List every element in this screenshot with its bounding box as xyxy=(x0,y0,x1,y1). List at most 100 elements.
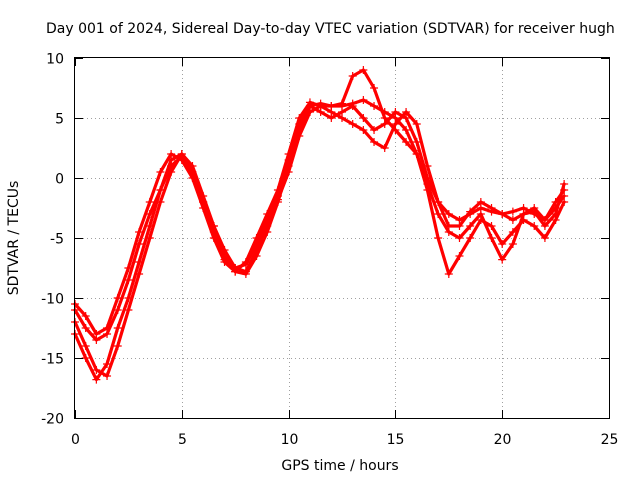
x-tick-label: 25 xyxy=(601,432,619,448)
data-point-marker xyxy=(476,216,485,224)
data-point-marker xyxy=(252,246,261,254)
data-point-marker xyxy=(508,216,517,224)
data-point-marker xyxy=(348,102,357,110)
data-point-marker xyxy=(135,228,144,236)
data-point-marker xyxy=(263,222,272,230)
y-tick-label: -20 xyxy=(41,412,64,428)
data-point-marker xyxy=(412,120,421,128)
x-tick-label: 10 xyxy=(281,432,299,448)
data-point-marker xyxy=(508,207,517,216)
data-point-marker xyxy=(519,216,528,224)
data-point-marker xyxy=(103,360,112,368)
data-point-marker xyxy=(423,186,432,194)
data-point-marker xyxy=(113,342,122,350)
data-point-marker xyxy=(209,222,218,230)
data-point-marker xyxy=(370,102,379,110)
data-point-marker xyxy=(444,210,453,218)
y-tick-label: -15 xyxy=(41,352,64,368)
data-point-marker xyxy=(434,198,443,206)
data-point-marker xyxy=(295,114,304,122)
y-tick-label: 5 xyxy=(55,112,64,128)
data-point-marker xyxy=(540,222,549,230)
data-point-marker xyxy=(466,207,475,216)
series-trace-3 xyxy=(71,98,569,338)
data-point-marker xyxy=(316,102,325,110)
data-point-marker xyxy=(295,132,304,140)
data-point-marker xyxy=(370,84,379,92)
data-point-marker xyxy=(156,168,165,176)
data-point-marker xyxy=(412,138,421,146)
data-point-marker xyxy=(199,198,208,206)
series-line xyxy=(73,104,566,342)
data-point-marker xyxy=(560,198,569,206)
data-point-marker xyxy=(177,150,186,158)
data-point-marker xyxy=(402,126,411,134)
data-point-marker xyxy=(466,222,475,230)
data-point-marker xyxy=(338,114,346,122)
data-point-marker xyxy=(124,294,133,302)
data-point-marker xyxy=(359,96,368,104)
data-point-marker xyxy=(370,126,379,134)
data-point-marker xyxy=(391,108,400,116)
data-point-marker xyxy=(81,312,90,320)
y-tick-label: 0 xyxy=(55,172,64,188)
x-tick-label: 0 xyxy=(71,432,80,448)
data-point-marker xyxy=(113,324,122,332)
data-point-marker xyxy=(359,126,368,134)
x-axis-label: GPS time / hours xyxy=(281,458,398,474)
data-point-marker xyxy=(81,354,90,362)
plot-frame xyxy=(74,57,610,419)
data-point-marker xyxy=(423,162,432,170)
data-point-marker xyxy=(305,98,314,107)
data-point-marker xyxy=(273,195,282,204)
data-point-marker xyxy=(252,234,261,242)
data-point-marker xyxy=(380,144,389,152)
data-point-marker xyxy=(220,246,229,254)
data-point-marker xyxy=(359,114,368,122)
data-point-marker xyxy=(188,168,197,176)
data-point-marker xyxy=(124,264,133,272)
data-point-marker xyxy=(391,126,400,134)
chart-title: Day 001 of 2024, Sidereal Day-to-day VTE… xyxy=(46,21,615,37)
data-point-marker xyxy=(156,186,165,194)
data-point-marker xyxy=(434,234,443,242)
data-point-marker xyxy=(540,234,549,242)
x-tick-label: 20 xyxy=(494,432,512,448)
data-point-marker xyxy=(380,114,389,122)
data-point-marker xyxy=(103,372,112,380)
data-point-marker xyxy=(92,366,101,374)
data-point-marker xyxy=(434,210,443,218)
series-layer xyxy=(71,66,569,384)
series-trace-2 xyxy=(71,102,569,344)
data-point-marker xyxy=(508,228,517,236)
data-point-marker xyxy=(551,216,560,224)
data-point-marker xyxy=(455,222,464,230)
data-point-marker xyxy=(359,66,368,74)
data-point-marker xyxy=(209,234,218,242)
data-point-marker xyxy=(305,108,314,116)
y-tick-label: -5 xyxy=(50,232,64,248)
data-point-marker xyxy=(92,330,101,338)
data-point-marker xyxy=(487,222,496,230)
data-point-marker xyxy=(402,108,411,116)
x-tick-label: 5 xyxy=(178,432,187,448)
x-tick-label: 15 xyxy=(387,432,405,448)
data-point-marker xyxy=(167,156,176,164)
data-point-marker xyxy=(498,255,507,264)
data-point-marker xyxy=(135,258,144,266)
data-point-marker xyxy=(498,240,507,248)
data-point-marker xyxy=(231,264,240,272)
data-point-marker xyxy=(487,204,496,212)
data-point-marker xyxy=(455,234,464,242)
data-point-marker xyxy=(402,138,411,146)
data-point-marker xyxy=(444,270,453,278)
data-point-marker xyxy=(103,324,112,332)
series-trace-4 xyxy=(71,66,569,384)
data-point-marker xyxy=(530,222,539,230)
data-point-marker xyxy=(145,198,154,206)
data-point-marker xyxy=(412,150,421,158)
data-point-marker xyxy=(508,240,517,248)
data-point-marker xyxy=(81,342,90,350)
data-point-marker xyxy=(348,120,357,128)
